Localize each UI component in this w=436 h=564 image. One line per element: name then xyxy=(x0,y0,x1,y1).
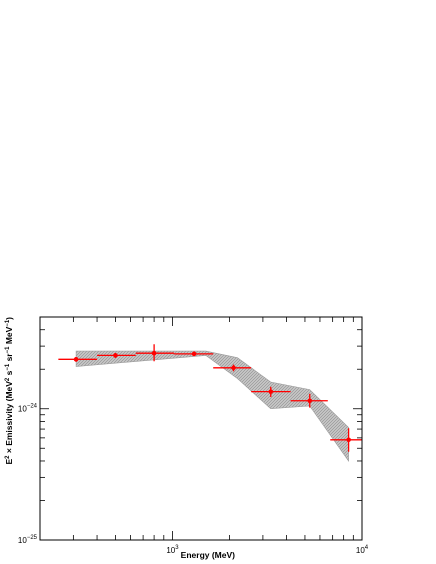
data-point-4 xyxy=(174,351,214,357)
data-marker xyxy=(268,389,274,394)
data-marker xyxy=(346,437,351,443)
uncertainty-band xyxy=(75,350,349,462)
x-tick-label: 104 xyxy=(356,545,369,555)
data-marker xyxy=(191,351,197,357)
plot-frame xyxy=(39,316,363,541)
y-axis-label: E2 × Emissivity (MeV2 s−1 sr−1 MeV−1) xyxy=(4,317,14,465)
data-point-5 xyxy=(213,364,252,372)
data-marker xyxy=(231,365,236,371)
data-point-1 xyxy=(58,356,98,362)
data-point-2 xyxy=(97,352,136,358)
data-point-8 xyxy=(330,428,362,452)
data-point-3 xyxy=(135,344,175,362)
x-tick-label: 103 xyxy=(166,545,179,555)
y-tick-label: 10−25 xyxy=(18,535,38,545)
data-point-7 xyxy=(290,393,328,408)
data-marker xyxy=(151,350,157,356)
data-marker xyxy=(73,357,79,362)
data-marker xyxy=(113,353,118,358)
data-point-6 xyxy=(251,386,291,397)
x-axis-label: Energy (MeV) xyxy=(181,550,235,560)
data-marker xyxy=(307,398,313,404)
y-tick-label: 10−24 xyxy=(18,404,38,414)
